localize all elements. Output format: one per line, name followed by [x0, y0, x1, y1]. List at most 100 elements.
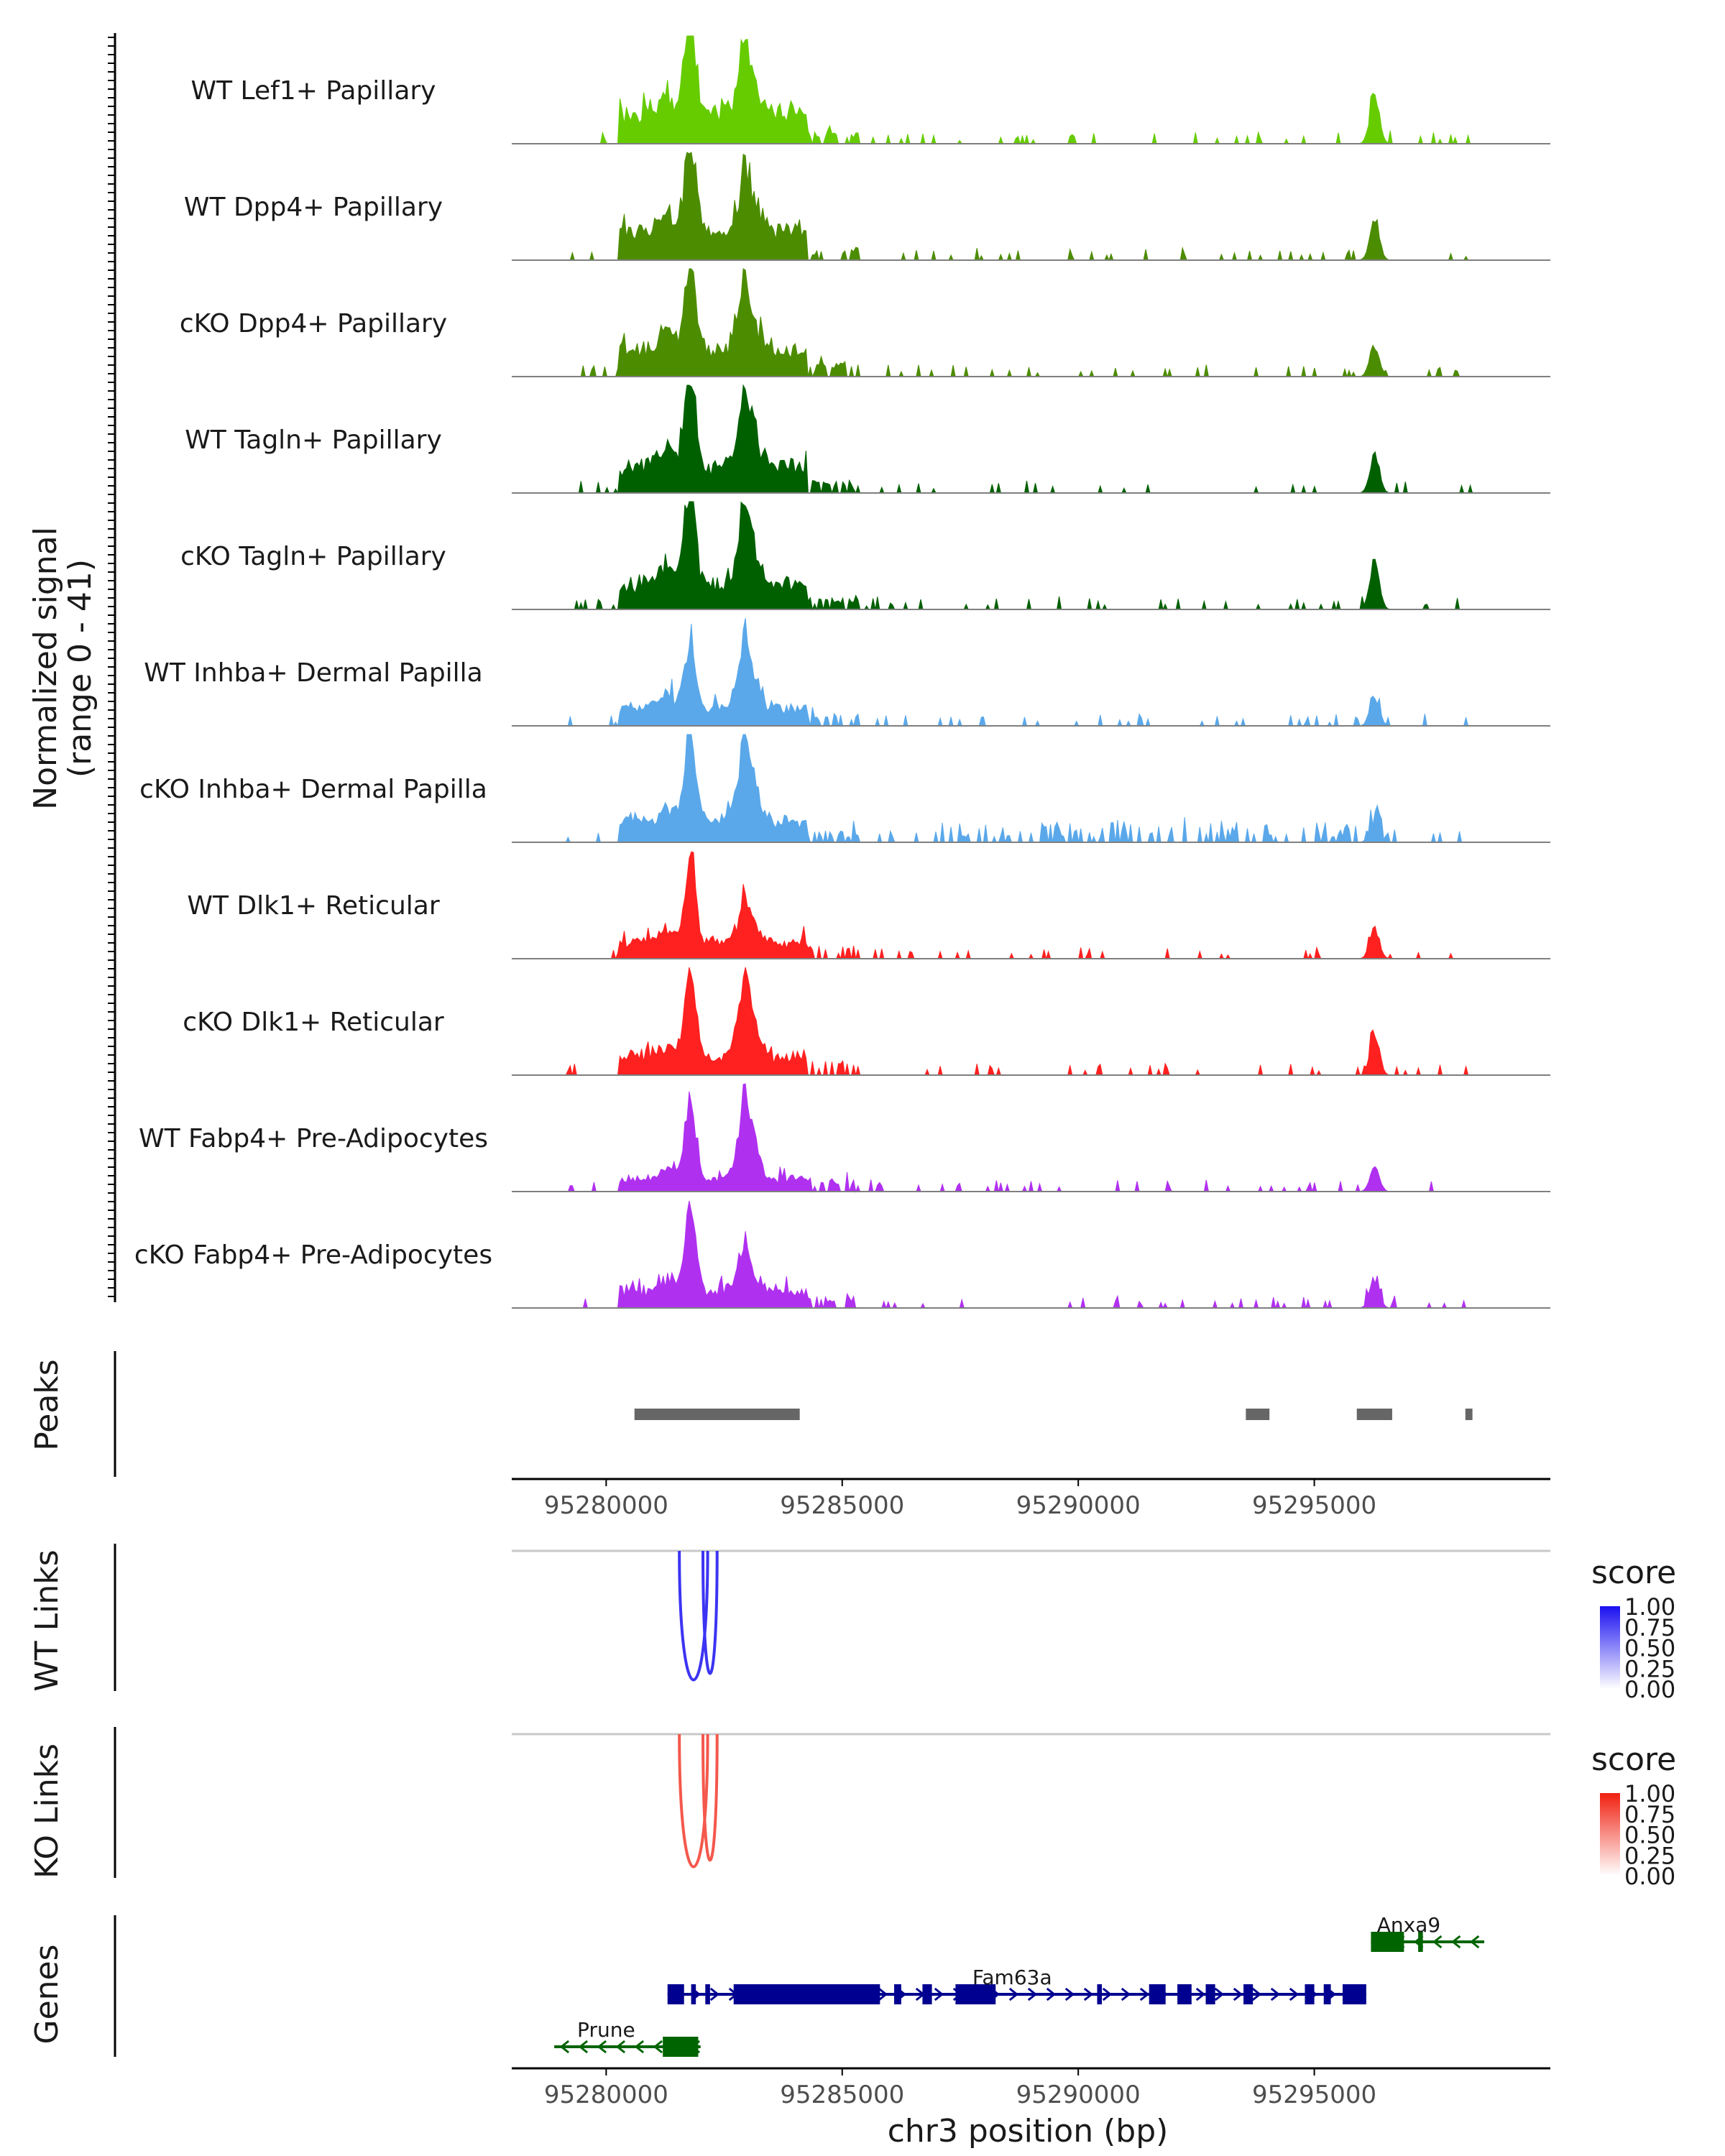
x-axis-middle: 95280000 95285000 95290000 95295000 — [512, 1478, 1550, 1520]
coverage-area — [512, 967, 1550, 1076]
coverage-track-label: WT Inhba+ Dermal Papilla — [144, 658, 482, 688]
link-arc — [702, 1733, 719, 1861]
link-arc — [678, 1733, 709, 1869]
ko-score-legend: score 1.000.750.500.250.00 — [1591, 1741, 1676, 1890]
ko-links-panel — [114, 1727, 1550, 1878]
x-axis-bottom: 95280000 95285000 95290000 95295000 — [512, 2067, 1550, 2109]
strand-arrow — [1214, 1987, 1225, 2001]
strand-arrow — [878, 1987, 888, 2001]
x-tick-label: 95290000 — [1016, 2081, 1141, 2109]
coverage-track: WT Dpp4+ Papillary — [184, 152, 1550, 262]
coverage-track-label: cKO Fabp4+ Pre-Adipocytes — [134, 1240, 492, 1270]
coverage-track-label: WT Dpp4+ Papillary — [184, 193, 443, 222]
peak-region — [634, 1409, 800, 1420]
coverage-track: WT Lef1+ Papillary — [191, 35, 1550, 145]
strand-arrow — [1289, 1987, 1300, 2001]
coverage-track: WT Dlk1+ Reticular — [187, 851, 1550, 960]
coverage-track-label: WT Tagln+ Papillary — [185, 425, 442, 455]
gene-exon — [691, 1984, 696, 2004]
coverage-track: WT Inhba+ Dermal Papilla — [144, 617, 1550, 727]
gene-exon — [733, 1984, 880, 2004]
gene-exon — [1205, 1984, 1215, 2004]
legend-tick-label: 0.50 — [1624, 1822, 1675, 1849]
strand-arrow — [1451, 1935, 1461, 1949]
gene-label: Anxa9 — [1377, 1913, 1440, 1937]
x-tick-label: 95295000 — [1252, 2081, 1376, 2109]
gene-exon — [1097, 1984, 1103, 2004]
gene-exon — [894, 1984, 901, 2004]
x-tick-label: 95295000 — [1252, 1491, 1376, 1520]
legend-tick-label: 0.25 — [1624, 1655, 1675, 1682]
coverage-ylabel-range: (range 0 - 41) — [62, 559, 98, 778]
x-tick-label: 95280000 — [544, 1491, 668, 1520]
wt-score-legend: score 1.000.750.500.250.00 — [1591, 1554, 1676, 1703]
peak-region — [1356, 1409, 1392, 1420]
wt-legend-ticks: 1.000.750.500.250.00 — [1624, 1593, 1675, 1703]
legend-tick-label: 0.75 — [1624, 1614, 1675, 1641]
strand-arrow — [1027, 1987, 1038, 2001]
coverage-area — [512, 35, 1550, 145]
gene-exon — [663, 2037, 699, 2057]
strand-arrow — [1432, 1935, 1443, 1949]
strand-arrow — [1046, 1987, 1057, 2001]
coverage-area — [512, 1200, 1550, 1309]
peak-region — [1465, 1409, 1473, 1420]
legend-tick-label: 0.75 — [1624, 1801, 1675, 1828]
coverage-track-label: cKO Inhba+ Dermal Papilla — [139, 775, 487, 804]
strand-arrow — [1064, 1987, 1075, 2001]
wt-legend-colorbar — [1600, 1606, 1620, 1689]
link-arc — [702, 1550, 719, 1675]
ko-legend-colorbar — [1600, 1793, 1620, 1876]
gene-exon — [922, 1984, 932, 2004]
strand-arrow — [1083, 1987, 1094, 2001]
gene-exon — [667, 1984, 684, 2004]
x-tick-label: 95290000 — [1016, 1491, 1141, 1520]
x-tick-label: 95280000 — [544, 2081, 668, 2109]
strand-arrow — [1195, 1987, 1206, 2001]
coverage-track: cKO Inhba+ Dermal Papilla — [139, 734, 1550, 844]
wt-links-panel — [114, 1544, 1550, 1691]
coverage-ylabel: Normalized signal — [27, 527, 64, 810]
peaks-panel — [114, 1351, 1473, 1477]
genes-panel: Anxa9 Fam63a Prune — [114, 1913, 1485, 2057]
strand-arrow — [1470, 1935, 1480, 1949]
ko-legend-ticks: 1.000.750.500.250.00 — [1624, 1780, 1675, 1890]
coverage-panel: WT Lef1+ Papillary WT Dpp4+ Papillary cKO … — [108, 33, 1550, 1309]
coverage-area — [512, 1083, 1550, 1193]
gene-exon — [1418, 1932, 1423, 1952]
gene-exon — [1177, 1984, 1192, 2004]
legend-tick-label: 0.25 — [1624, 1842, 1675, 1869]
gene-exon — [1243, 1984, 1254, 2004]
strand-arrow — [653, 2040, 663, 2054]
gene-label: Prune — [577, 2018, 635, 2042]
coverage-track-label: WT Dlk1+ Reticular — [187, 891, 439, 921]
x-tick-label: 95285000 — [780, 2081, 904, 2109]
strand-arrow — [1270, 1987, 1281, 2001]
wt-legend-title: score — [1591, 1554, 1676, 1591]
gene-label: Fam63a — [972, 1966, 1052, 1989]
coverage-track: WT Fabp4+ Pre-Adipocytes — [139, 1083, 1550, 1193]
coverage-area — [512, 268, 1550, 378]
gene-model: Fam63a — [667, 1966, 1366, 2004]
coverage-track: cKO Tagln+ Papillary — [180, 501, 1550, 611]
gene-exon — [1305, 1984, 1315, 2004]
legend-tick-label: 1.00 — [1624, 1780, 1675, 1807]
coverage-area — [512, 734, 1550, 844]
coverage-track-label: WT Fabp4+ Pre-Adipocytes — [139, 1124, 488, 1153]
strand-arrow — [634, 2040, 645, 2054]
link-arc — [678, 1550, 709, 1682]
gene-exon — [1343, 1984, 1366, 2004]
gene-exon — [1149, 1984, 1166, 2004]
ko-links-label: KO Links — [29, 1743, 65, 1879]
strand-arrow — [1251, 1987, 1262, 2001]
coverage-area — [512, 851, 1550, 960]
peak-region — [1246, 1409, 1270, 1420]
strand-arrow — [1139, 1987, 1150, 2001]
gene-exon — [705, 1984, 710, 2004]
strand-arrow — [709, 1987, 720, 2001]
coverage-track-label: WT Lef1+ Papillary — [191, 76, 436, 106]
strand-arrow — [1102, 1987, 1113, 2001]
strand-arrow — [597, 2040, 607, 2054]
ko-legend-title: score — [1591, 1741, 1676, 1778]
